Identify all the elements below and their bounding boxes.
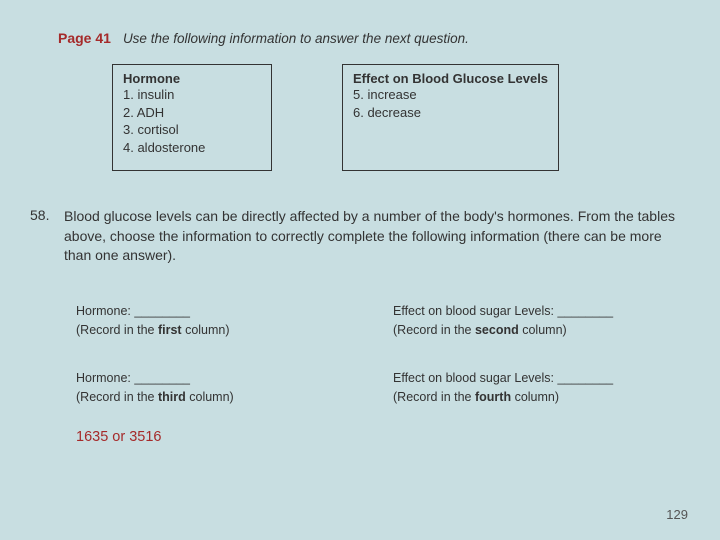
effect-item: 6. decrease [353, 104, 548, 122]
answer-cell-4: Effect on blood sugar Levels: ________ (… [393, 369, 660, 407]
effect-box-title: Effect on Blood Glucose Levels [353, 71, 548, 86]
answer-sub-pre: (Record in the [393, 390, 475, 404]
answers-grid: Hormone: ________ (Record in the first c… [76, 302, 660, 407]
question-text: Blood glucose levels can be directly aff… [64, 207, 690, 266]
answer-key: 1635 or 3516 [76, 429, 690, 445]
answer-cell-2: Effect on blood sugar Levels: ________ (… [393, 302, 660, 340]
answer-sub-pre: (Record in the [76, 323, 158, 337]
hormone-item: 1. insulin [123, 86, 261, 104]
effect-item: 5. increase [353, 86, 548, 104]
answer-sub-post: column) [182, 323, 230, 337]
answer-sub-post: column) [519, 323, 567, 337]
answer-sub-bold: second [475, 323, 519, 337]
answer-cell-1: Hormone: ________ (Record in the first c… [76, 302, 343, 340]
answer-sub-bold: third [158, 390, 186, 404]
question-number: 58. [30, 207, 64, 266]
info-boxes: Hormone 1. insulin 2. ADH 3. cortisol 4.… [112, 64, 690, 171]
answer-label: Effect on blood sugar Levels: ________ [393, 304, 613, 318]
answer-label: Effect on blood sugar Levels: ________ [393, 371, 613, 385]
answer-sub-pre: (Record in the [76, 390, 158, 404]
answer-cell-3: Hormone: ________ (Record in the third c… [76, 369, 343, 407]
hormone-box: Hormone 1. insulin 2. ADH 3. cortisol 4.… [112, 64, 272, 171]
hormone-item: 2. ADH [123, 104, 261, 122]
question-row: 58. Blood glucose levels can be directly… [30, 207, 690, 266]
hormone-item: 4. aldosterone [123, 139, 261, 157]
answer-sub-bold: fourth [475, 390, 511, 404]
page-label: Page 41 [58, 30, 111, 46]
answer-sub-post: column) [511, 390, 559, 404]
effect-box: Effect on Blood Glucose Levels 5. increa… [342, 64, 559, 171]
hormone-box-title: Hormone [123, 71, 261, 86]
answer-sub-bold: first [158, 323, 182, 337]
answer-label: Hormone: ________ [76, 371, 190, 385]
instruction-text: Use the following information to answer … [123, 31, 469, 46]
answer-label: Hormone: ________ [76, 304, 190, 318]
answer-sub-post: column) [186, 390, 234, 404]
hormone-item: 3. cortisol [123, 121, 261, 139]
answer-sub-pre: (Record in the [393, 323, 475, 337]
page-number: 129 [666, 507, 688, 522]
header-row: Page 41 Use the following information to… [58, 30, 690, 46]
